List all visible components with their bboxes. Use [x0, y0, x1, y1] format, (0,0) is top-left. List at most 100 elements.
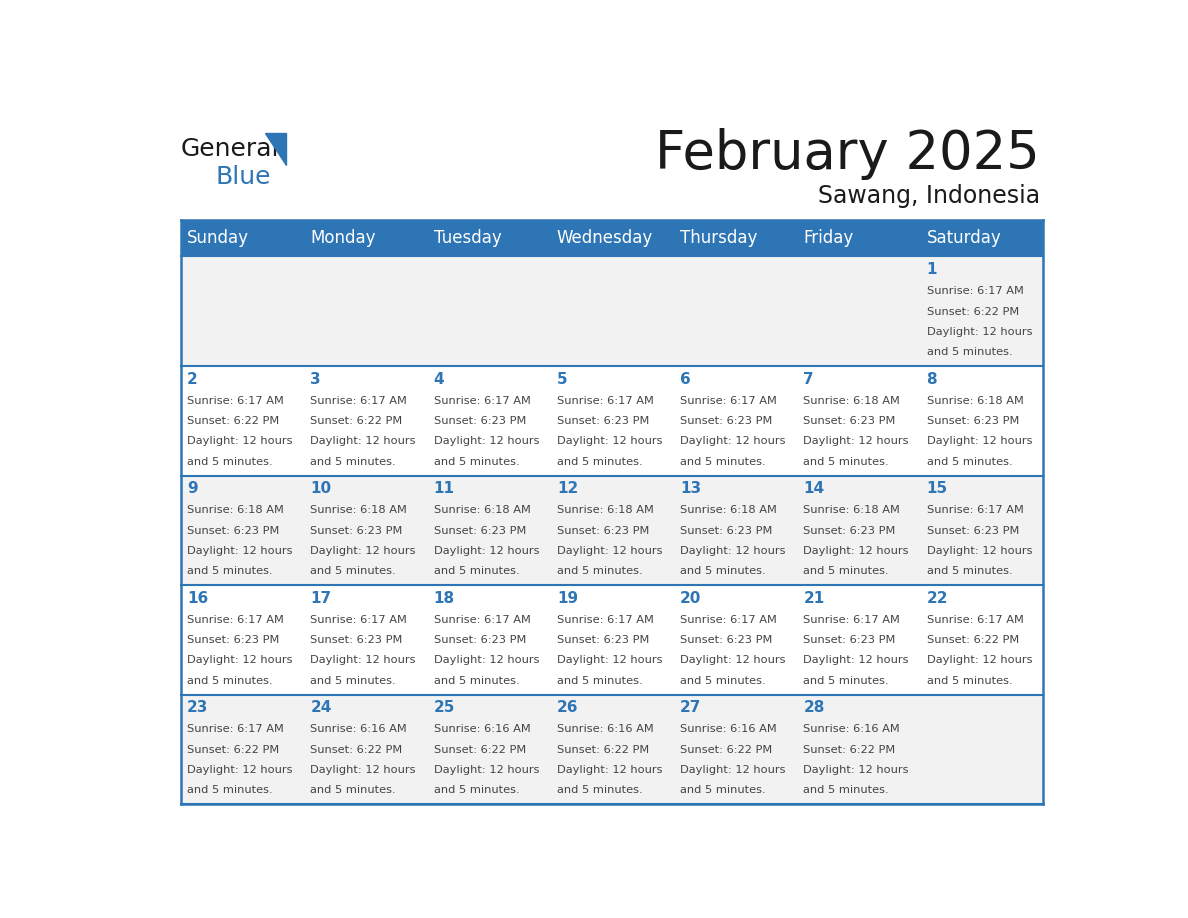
Text: Sunset: 6:23 PM: Sunset: 6:23 PM — [434, 416, 526, 426]
Bar — [921, 585, 1043, 695]
Text: and 5 minutes.: and 5 minutes. — [927, 456, 1012, 466]
Text: Sunset: 6:23 PM: Sunset: 6:23 PM — [557, 526, 650, 535]
Text: 16: 16 — [188, 591, 208, 606]
Text: Sunrise: 6:18 AM: Sunrise: 6:18 AM — [681, 506, 777, 515]
Text: Sunset: 6:23 PM: Sunset: 6:23 PM — [803, 635, 896, 645]
Bar — [304, 695, 428, 804]
Text: Sunset: 6:22 PM: Sunset: 6:22 PM — [310, 744, 403, 755]
Bar — [674, 366, 797, 476]
Text: and 5 minutes.: and 5 minutes. — [927, 566, 1012, 577]
Text: Daylight: 12 hours: Daylight: 12 hours — [310, 546, 416, 556]
Text: Sunset: 6:22 PM: Sunset: 6:22 PM — [310, 416, 403, 426]
Text: Daylight: 12 hours: Daylight: 12 hours — [188, 765, 292, 775]
Bar — [181, 366, 304, 476]
Text: Sunrise: 6:17 AM: Sunrise: 6:17 AM — [434, 615, 531, 625]
Bar — [550, 476, 674, 585]
Text: Sunset: 6:23 PM: Sunset: 6:23 PM — [803, 526, 896, 535]
Text: and 5 minutes.: and 5 minutes. — [310, 785, 396, 795]
Text: Daylight: 12 hours: Daylight: 12 hours — [188, 436, 292, 446]
Bar — [304, 585, 428, 695]
Text: and 5 minutes.: and 5 minutes. — [681, 456, 766, 466]
Text: 28: 28 — [803, 700, 824, 715]
Text: 19: 19 — [557, 591, 579, 606]
Text: Sunday: Sunday — [188, 230, 249, 247]
Text: Daylight: 12 hours: Daylight: 12 hours — [310, 436, 416, 446]
Text: Sunset: 6:22 PM: Sunset: 6:22 PM — [927, 307, 1019, 317]
Text: Sunrise: 6:17 AM: Sunrise: 6:17 AM — [681, 615, 777, 625]
Text: Sunset: 6:22 PM: Sunset: 6:22 PM — [557, 744, 649, 755]
Bar — [797, 585, 921, 695]
Text: Sunset: 6:23 PM: Sunset: 6:23 PM — [434, 635, 526, 645]
Text: Sunset: 6:23 PM: Sunset: 6:23 PM — [557, 635, 650, 645]
Bar — [428, 585, 550, 695]
Text: 7: 7 — [803, 372, 814, 386]
Text: Daylight: 12 hours: Daylight: 12 hours — [681, 546, 785, 556]
Text: Sunrise: 6:17 AM: Sunrise: 6:17 AM — [434, 396, 531, 406]
Text: 9: 9 — [188, 481, 197, 497]
Text: Sunset: 6:23 PM: Sunset: 6:23 PM — [681, 635, 772, 645]
Bar — [797, 256, 921, 366]
Text: Sunrise: 6:16 AM: Sunrise: 6:16 AM — [434, 724, 530, 734]
Text: Sunrise: 6:17 AM: Sunrise: 6:17 AM — [188, 724, 284, 734]
Text: 21: 21 — [803, 591, 824, 606]
Text: Sunrise: 6:16 AM: Sunrise: 6:16 AM — [557, 724, 653, 734]
Text: Sunset: 6:23 PM: Sunset: 6:23 PM — [557, 416, 650, 426]
Text: Daylight: 12 hours: Daylight: 12 hours — [434, 655, 539, 666]
Bar — [797, 366, 921, 476]
Text: Daylight: 12 hours: Daylight: 12 hours — [434, 546, 539, 556]
Text: 14: 14 — [803, 481, 824, 497]
Bar — [304, 256, 428, 366]
Text: Sunset: 6:23 PM: Sunset: 6:23 PM — [188, 526, 279, 535]
Text: 15: 15 — [927, 481, 948, 497]
Text: Sunrise: 6:17 AM: Sunrise: 6:17 AM — [188, 396, 284, 406]
Text: Sunrise: 6:17 AM: Sunrise: 6:17 AM — [803, 615, 901, 625]
Text: Daylight: 12 hours: Daylight: 12 hours — [188, 546, 292, 556]
Bar — [674, 695, 797, 804]
Bar — [550, 695, 674, 804]
Text: 18: 18 — [434, 591, 455, 606]
Text: and 5 minutes.: and 5 minutes. — [434, 676, 519, 686]
Text: Saturday: Saturday — [927, 230, 1001, 247]
Bar — [304, 366, 428, 476]
Text: 26: 26 — [557, 700, 579, 715]
Text: and 5 minutes.: and 5 minutes. — [681, 676, 766, 686]
Text: 3: 3 — [310, 372, 321, 386]
Bar — [181, 695, 304, 804]
Text: Sunset: 6:22 PM: Sunset: 6:22 PM — [188, 416, 279, 426]
Text: Sunrise: 6:18 AM: Sunrise: 6:18 AM — [803, 396, 901, 406]
Bar — [674, 585, 797, 695]
Text: Sunset: 6:23 PM: Sunset: 6:23 PM — [803, 416, 896, 426]
Bar — [428, 256, 550, 366]
Text: 25: 25 — [434, 700, 455, 715]
Text: 2: 2 — [188, 372, 198, 386]
Text: Daylight: 12 hours: Daylight: 12 hours — [927, 546, 1032, 556]
Text: Daylight: 12 hours: Daylight: 12 hours — [310, 655, 416, 666]
Text: Sunset: 6:22 PM: Sunset: 6:22 PM — [681, 744, 772, 755]
Polygon shape — [265, 133, 285, 164]
Text: and 5 minutes.: and 5 minutes. — [188, 785, 273, 795]
Text: and 5 minutes.: and 5 minutes. — [557, 456, 643, 466]
Text: 5: 5 — [557, 372, 568, 386]
Text: and 5 minutes.: and 5 minutes. — [803, 566, 889, 577]
Text: 8: 8 — [927, 372, 937, 386]
Text: Sawang, Indonesia: Sawang, Indonesia — [817, 185, 1040, 208]
Text: Daylight: 12 hours: Daylight: 12 hours — [681, 765, 785, 775]
Text: Sunrise: 6:18 AM: Sunrise: 6:18 AM — [927, 396, 1024, 406]
Text: and 5 minutes.: and 5 minutes. — [310, 456, 396, 466]
Text: and 5 minutes.: and 5 minutes. — [310, 566, 396, 577]
Text: and 5 minutes.: and 5 minutes. — [927, 676, 1012, 686]
Text: 4: 4 — [434, 372, 444, 386]
Text: Sunset: 6:23 PM: Sunset: 6:23 PM — [927, 416, 1019, 426]
Text: Sunset: 6:22 PM: Sunset: 6:22 PM — [434, 744, 526, 755]
Text: Thursday: Thursday — [681, 230, 758, 247]
Text: and 5 minutes.: and 5 minutes. — [557, 676, 643, 686]
Text: Daylight: 12 hours: Daylight: 12 hours — [310, 765, 416, 775]
Text: Tuesday: Tuesday — [434, 230, 501, 247]
Text: and 5 minutes.: and 5 minutes. — [188, 676, 273, 686]
Text: Sunset: 6:23 PM: Sunset: 6:23 PM — [681, 526, 772, 535]
Text: 12: 12 — [557, 481, 579, 497]
Text: Sunrise: 6:16 AM: Sunrise: 6:16 AM — [681, 724, 777, 734]
Text: Daylight: 12 hours: Daylight: 12 hours — [557, 765, 663, 775]
Text: Sunset: 6:23 PM: Sunset: 6:23 PM — [188, 635, 279, 645]
Text: Sunset: 6:23 PM: Sunset: 6:23 PM — [310, 526, 403, 535]
